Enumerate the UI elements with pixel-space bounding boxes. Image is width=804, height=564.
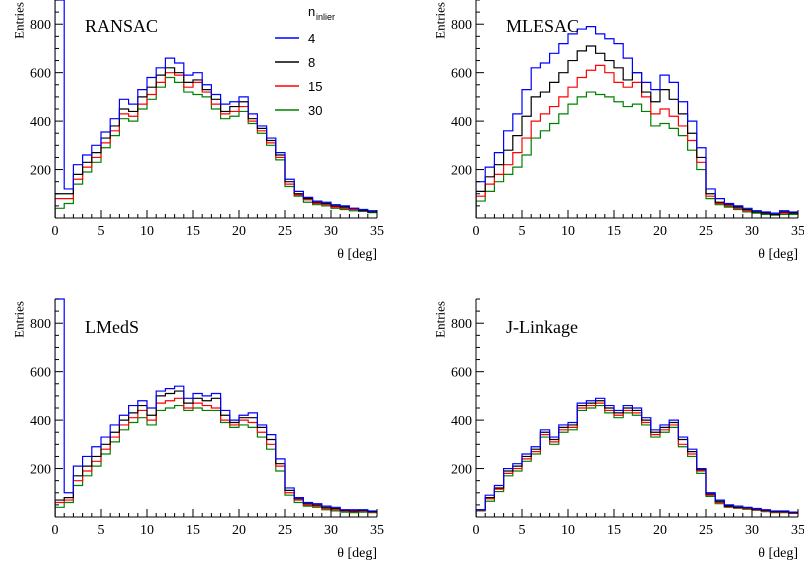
y-axis-label-mlesac: Entries: [432, 2, 447, 39]
legend-label-8: 8: [308, 55, 315, 70]
x-tick-label-ransac: 25: [278, 224, 292, 239]
series-line-jlinkage-30: [476, 404, 798, 517]
legend-title: n: [308, 4, 315, 19]
y-tick-label-ransac: 200: [30, 164, 51, 179]
x-tick-label-jlinkage: 20: [653, 523, 667, 538]
x-tick-label-ransac: 30: [324, 224, 338, 239]
y-tick-label-ransac: 800: [30, 18, 51, 33]
y-tick-label-ransac: 400: [30, 115, 51, 130]
x-axis-label-lmeds: θ [deg]: [337, 546, 377, 561]
y-tick-label-lmeds: 400: [30, 414, 51, 429]
panel-mlesac: 200 400 600 800 0 5 10 15 20 25 30 35 Entries θ [deg]…: [432, 0, 804, 262]
x-tick-label-jlinkage: 30: [745, 523, 759, 538]
x-tick-label-mlesac: 30: [745, 224, 759, 239]
x-tick-label-mlesac: 5: [519, 224, 526, 239]
x-tick-label-ransac: 20: [232, 224, 246, 239]
x-tick-label-lmeds: 20: [232, 523, 246, 538]
series-line-mlesac-8: [476, 45, 798, 218]
x-tick-label-ransac: 15: [186, 224, 200, 239]
y-tick-label-mlesac: 200: [451, 164, 472, 179]
x-tick-label-jlinkage: 35: [791, 523, 804, 538]
x-tick-label-lmeds: 15: [186, 523, 200, 538]
x-tick-label-mlesac: 0: [473, 224, 480, 239]
panel-title-mlesac: MLESAC: [506, 16, 579, 36]
legend-title-sub: inlier: [316, 12, 335, 22]
x-tick-label-lmeds: 5: [98, 523, 105, 538]
x-tick-label-ransac: 10: [140, 224, 154, 239]
y-tick-label-lmeds: 600: [30, 366, 51, 381]
x-tick-label-lmeds: 0: [52, 523, 59, 538]
x-tick-label-mlesac: 15: [607, 224, 621, 239]
series-line-lmeds-15: [55, 397, 377, 517]
series-line-lmeds-30: [55, 404, 377, 517]
x-axis-label-mlesac: θ [deg]: [758, 247, 798, 262]
series-line-jlinkage-8: [476, 400, 798, 517]
panel-lmeds: 200 400 600 800 0 5 10 15 20 25 30 35 Entries θ [deg]…: [11, 298, 384, 561]
y-axis-label-ransac: Entries: [11, 2, 26, 39]
x-tick-label-lmeds: 10: [140, 523, 154, 538]
y-tick-label-mlesac: 800: [451, 18, 472, 33]
y-tick-label-ransac: 600: [30, 67, 51, 82]
x-tick-label-lmeds: 30: [324, 523, 338, 538]
series-line-lmeds-4: [55, 298, 377, 517]
y-tick-label-mlesac: 400: [451, 115, 472, 130]
x-axis-label-ransac: θ [deg]: [337, 247, 377, 262]
x-tick-label-jlinkage: 0: [473, 523, 480, 538]
y-tick-label-mlesac: 600: [451, 67, 472, 82]
y-tick-label-jlinkage: 600: [451, 366, 472, 381]
y-tick-label-lmeds: 200: [30, 463, 51, 478]
panel-title-jlinkage: J-Linkage: [506, 317, 578, 337]
series-line-jlinkage-15: [476, 402, 798, 517]
legend-label-15: 15: [308, 79, 322, 94]
x-tick-label-jlinkage: 10: [561, 523, 575, 538]
x-tick-label-mlesac: 25: [699, 224, 713, 239]
panel-jlinkage: 200 400 600 800 0 5 10 15 20 25 30 35 Entries θ [deg]…: [432, 298, 804, 561]
x-tick-label-jlinkage: 15: [607, 523, 621, 538]
x-tick-label-mlesac: 35: [791, 224, 804, 239]
x-tick-label-jlinkage: 25: [699, 523, 713, 538]
x-axis-label-jlinkage: θ [deg]: [758, 546, 798, 561]
series-line-ransac-30: [55, 76, 377, 218]
y-axis-label-lmeds: Entries: [11, 301, 26, 338]
series-line-mlesac-15: [476, 64, 798, 218]
x-tick-label-jlinkage: 5: [519, 523, 526, 538]
panel-title-ransac: RANSAC: [85, 16, 158, 36]
series-line-mlesac-4: [476, 26, 798, 218]
x-tick-label-mlesac: 10: [561, 224, 575, 239]
y-tick-label-jlinkage: 400: [451, 414, 472, 429]
y-tick-label-jlinkage: 800: [451, 317, 472, 332]
x-tick-label-lmeds: 25: [278, 523, 292, 538]
y-tick-label-lmeds: 800: [30, 317, 51, 332]
panel-ransac: 200 400 600 800 0 5 10 15 20 25 30 35 Entries θ [deg]…: [11, 0, 384, 262]
series-line-jlinkage-4: [476, 397, 798, 517]
series-line-ransac-4: [55, 0, 377, 218]
x-tick-label-ransac: 5: [98, 224, 105, 239]
y-axis-label-jlinkage: Entries: [432, 301, 447, 338]
y-tick-label-jlinkage: 200: [451, 463, 472, 478]
series-line-mlesac-30: [476, 91, 798, 218]
x-tick-label-ransac: 35: [370, 224, 384, 239]
x-tick-label-mlesac: 20: [653, 224, 667, 239]
x-tick-label-ransac: 0: [52, 224, 59, 239]
panel-title-lmeds: LMedS: [85, 317, 139, 337]
legend-label-30: 30: [308, 103, 322, 118]
x-tick-label-lmeds: 35: [370, 523, 384, 538]
legend-label-4: 4: [308, 31, 315, 46]
